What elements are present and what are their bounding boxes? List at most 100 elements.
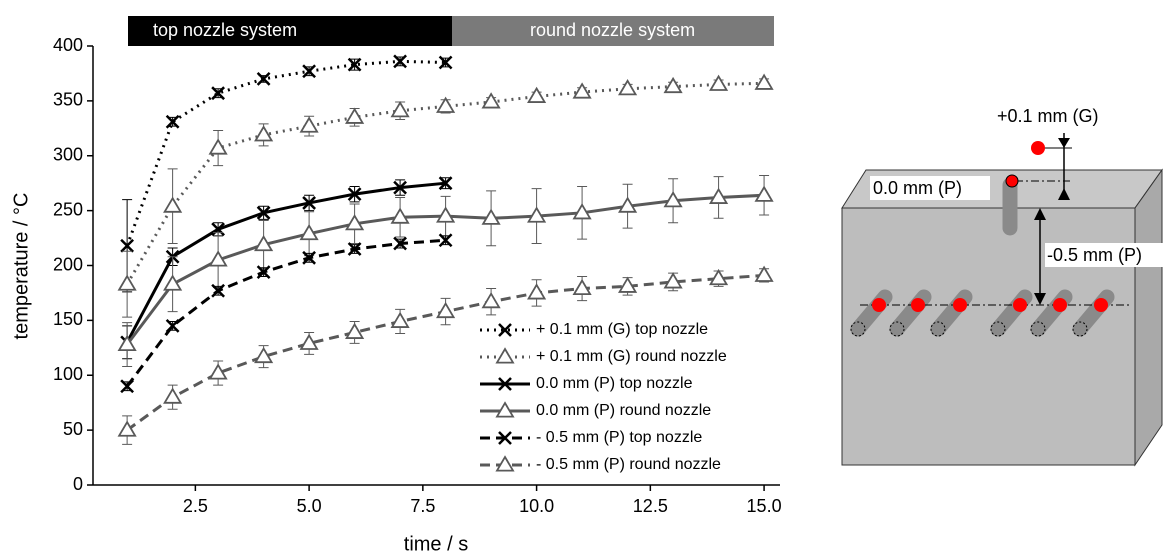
series — [117, 265, 774, 445]
marker — [436, 96, 456, 113]
marker — [436, 206, 456, 223]
marker — [438, 55, 453, 70]
marker — [299, 116, 319, 133]
marker — [347, 242, 362, 256]
y-tick-label: 250 — [53, 199, 83, 219]
marker — [393, 180, 407, 195]
marker — [117, 420, 137, 437]
marker — [495, 347, 515, 364]
marker — [211, 283, 225, 298]
y-tick-label: 200 — [53, 254, 83, 274]
label-box — [1045, 243, 1169, 267]
x-tick-label: 7.5 — [410, 496, 435, 516]
x-tick-label: 12.5 — [633, 496, 668, 516]
series-line — [125, 181, 446, 344]
marker — [211, 86, 225, 101]
legend-label: 0.0 mm (P) top nozzle — [536, 375, 693, 392]
marker — [572, 203, 592, 220]
y-tick-label: 100 — [53, 364, 83, 384]
marker — [302, 196, 316, 210]
marker — [393, 54, 407, 69]
marker — [498, 323, 512, 337]
marker — [527, 206, 547, 223]
marker — [663, 76, 683, 94]
marker — [709, 187, 729, 204]
marker — [254, 234, 274, 252]
marker — [572, 278, 592, 296]
marker — [347, 187, 362, 202]
marker — [254, 346, 274, 364]
marker — [709, 74, 729, 91]
marker — [208, 250, 228, 267]
marker — [709, 268, 729, 286]
marker — [498, 377, 512, 391]
marker — [299, 223, 319, 241]
marker — [481, 208, 501, 225]
series-line — [125, 238, 446, 388]
x-tick-label: 5.0 — [297, 496, 322, 516]
marker — [345, 322, 365, 339]
marker — [390, 311, 410, 328]
marker — [436, 301, 456, 319]
legend-label: - 0.5 mm (P) round nozzle — [536, 456, 721, 473]
marker — [618, 196, 638, 213]
marker — [390, 100, 410, 118]
marker — [390, 207, 410, 224]
x-axis-title: time / s — [404, 533, 468, 555]
series — [117, 175, 774, 367]
marker — [256, 205, 271, 220]
marker — [163, 274, 183, 291]
series — [117, 73, 774, 318]
marker — [438, 233, 453, 248]
measurement-points — [872, 141, 1108, 312]
diagram-label: -0.5 mm (P) — [1047, 245, 1142, 265]
y-tick-label: 350 — [53, 90, 83, 110]
legend-label: 0.0 mm (P) round nozzle — [536, 402, 711, 419]
marker — [117, 334, 137, 352]
marker — [345, 107, 365, 124]
channel-ends — [850, 321, 1088, 337]
marker — [117, 274, 137, 291]
marker — [163, 387, 183, 404]
marker — [165, 114, 180, 129]
y-tick-label: 150 — [53, 309, 83, 329]
marker — [165, 318, 180, 333]
marker — [256, 265, 271, 279]
marker — [618, 79, 638, 96]
header-bar — [452, 16, 774, 46]
legend-label: + 0.1 mm (G) round nozzle — [536, 348, 727, 365]
marker — [438, 176, 453, 191]
header-label: top nozzle system — [153, 20, 297, 40]
marker — [495, 455, 515, 472]
series — [120, 54, 453, 293]
header-bar — [128, 16, 452, 46]
arrow-heads — [1034, 138, 1070, 305]
marker — [208, 363, 228, 380]
marker — [754, 73, 774, 90]
marker — [495, 401, 515, 418]
marker — [211, 222, 225, 237]
marker — [254, 125, 274, 142]
y-tick-label: 50 — [63, 419, 83, 439]
label-box — [870, 176, 990, 200]
y-tick-label: 300 — [53, 145, 83, 165]
marker — [481, 92, 501, 109]
x-tick-label: 2.5 — [183, 496, 208, 516]
y-tick-label: 400 — [53, 35, 83, 55]
marker — [498, 431, 512, 445]
legend-label: - 0.5 mm (P) top nozzle — [536, 429, 702, 446]
marker — [663, 190, 683, 208]
legend-label: + 0.1 mm (G) top nozzle — [536, 321, 708, 338]
marker — [572, 82, 592, 99]
marker — [299, 333, 319, 350]
box-side — [1134, 168, 1163, 467]
series — [120, 233, 453, 394]
marker — [393, 236, 407, 251]
marker — [481, 291, 501, 309]
marker — [302, 250, 316, 265]
marker — [754, 265, 774, 282]
marker — [302, 64, 316, 79]
marker — [120, 238, 135, 253]
marker — [527, 86, 547, 103]
